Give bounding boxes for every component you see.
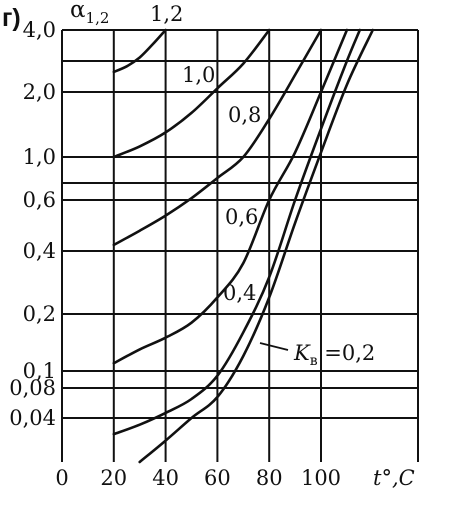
y-axis-title-main: α [70, 0, 86, 23]
y-tick-label-0: 4,0 [23, 18, 56, 42]
y-tick-label-4: 0,4 [23, 239, 56, 263]
y-axis-title-sub: 1,2 [86, 9, 110, 27]
panel-label: г) [2, 4, 21, 32]
grid-layer [61, 29, 419, 462]
y-tick-label-8: 0,04 [9, 406, 56, 430]
curve-series-2 [112, 28, 323, 247]
x-tick-label-0: 0 [55, 466, 68, 490]
curve-label-series-3: 0,6 [225, 205, 258, 229]
y-axis-title: α1,2 [70, 0, 109, 27]
x-axis-title: t°,C [373, 466, 415, 490]
y-tick-label-5: 0,2 [23, 302, 56, 326]
curve-series-1 [112, 28, 271, 159]
x-tick-label-3: 60 [204, 466, 231, 490]
y-tick-label-7: 0,08 [9, 376, 56, 400]
x-tick-label-4: 80 [256, 466, 283, 490]
curve-label-series-4: 0,4 [223, 281, 256, 305]
y-tick-label-3: 0,6 [23, 188, 56, 212]
curve-series-5 [138, 28, 375, 464]
label-layer: 4,0 2,0 1,0 0,6 0,4 0,2 0,10,08 0,04 0 20 40 60 80 10… [9, 2, 375, 490]
curve-series-4 [112, 28, 362, 436]
curve-label-series-2: 0,8 [228, 103, 261, 127]
y-tick-label-2: 1,0 [23, 145, 56, 169]
y-tick-label-1: 2,0 [23, 80, 56, 104]
curve-label-rest: =0,2 [318, 341, 376, 365]
x-tick-label-2: 40 [152, 466, 179, 490]
curve-label-series-1: 1,0 [182, 63, 215, 87]
curve-label-main: K [293, 341, 311, 365]
curve-label-series-0: 1,2 [150, 2, 183, 26]
y-tick-label-6: 0,1 [23, 359, 56, 383]
x-tick-label-1: 20 [100, 466, 127, 490]
curve-layer [112, 28, 375, 464]
curve-label-sub: в [310, 353, 318, 369]
curve-series-3 [112, 28, 349, 365]
x-tick-label-5: 100 [301, 466, 341, 490]
curve-label-series-5: Kв =0,2 [293, 341, 375, 369]
leader-line-series-5 [259, 342, 289, 351]
curve-series-0 [112, 28, 167, 74]
